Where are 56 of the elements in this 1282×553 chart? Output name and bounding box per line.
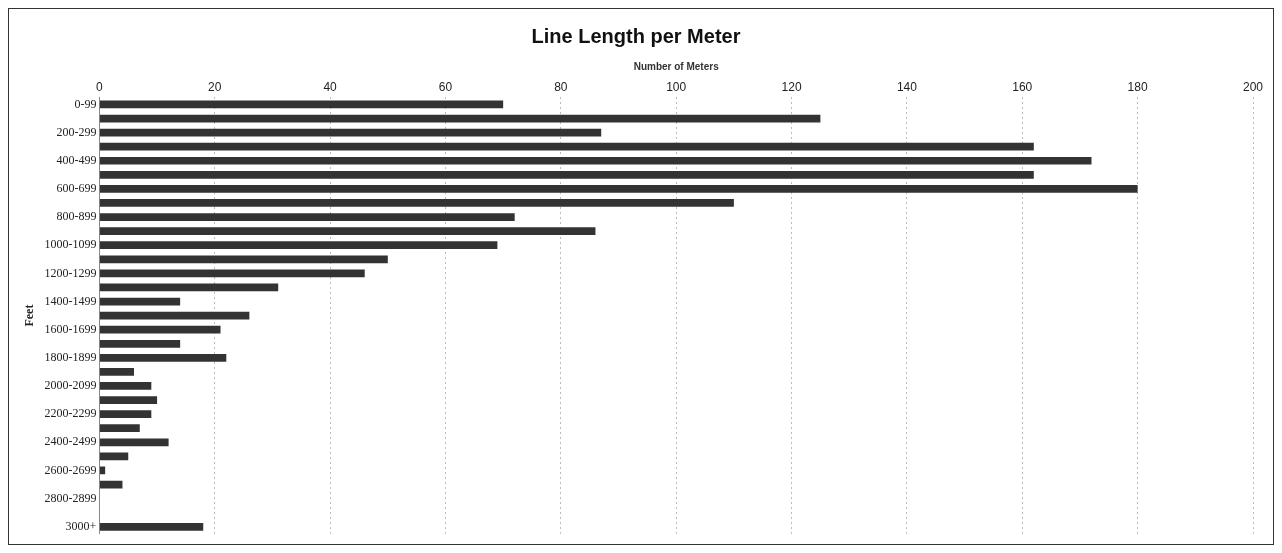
x-tick-label: 0 [96,79,104,94]
y-tick-label: 1000-1099 [44,237,97,252]
y-tick-label: 1600-1699 [44,321,97,336]
bar [99,185,1138,193]
bar [99,522,204,531]
bar [99,311,250,320]
y-tick-label: 2400-2499 [44,434,97,449]
x-tick-label: 60 [438,79,453,94]
bar [99,368,134,376]
bar [99,128,602,137]
x-axis-title: Number of Meters [633,60,720,72]
bar [99,142,1034,151]
x-tick-label: 40 [323,79,338,94]
y-tick-label: 200-299 [56,124,97,139]
y-tick-label: 1200-1299 [44,265,97,280]
bar [99,424,140,433]
bar [99,227,596,236]
y-tick-label: 2200-2299 [44,406,97,421]
y-tick-label: 1800-1899 [44,349,97,364]
x-tick-label: 200 [1242,79,1264,94]
bar [99,396,158,404]
bar [99,241,498,250]
y-tick-label: 2800-2899 [44,490,97,505]
x-tick-label: 20 [208,79,222,94]
bar [99,100,504,109]
y-tick-label: 400-499 [56,152,97,167]
y-tick-label: 1400-1499 [44,293,97,308]
y-tick-label: 2600-2699 [44,462,97,477]
bar [99,283,279,292]
x-tick-label: 140 [896,79,918,94]
y-axis-title: Feet [22,304,37,327]
bar [99,382,152,390]
x-tick-label: 100 [666,79,687,94]
bar [99,339,181,348]
bar [99,353,227,362]
bar [99,410,152,419]
bar [99,297,181,306]
x-tick-label: 180 [1127,79,1148,94]
y-tick-label: 2000-2099 [44,378,97,393]
x-tick-label: 120 [781,79,802,94]
y-tick-label: 0-99 [74,96,97,111]
x-tick-label: 160 [1012,79,1033,94]
x-tick-label: 80 [554,79,568,94]
y-tick-label: 800-899 [56,209,97,224]
bar [99,213,515,221]
y-tick-label: 600-699 [56,181,97,196]
bar [99,156,1092,165]
bar [99,114,821,123]
bar [99,255,388,264]
y-tick-label: 3000+ [65,518,97,533]
bar [99,325,221,334]
bar [99,438,169,447]
bar [99,170,1034,179]
bar [99,269,365,278]
bar [99,199,734,207]
chart-title: Line Length per Meter [531,24,741,47]
